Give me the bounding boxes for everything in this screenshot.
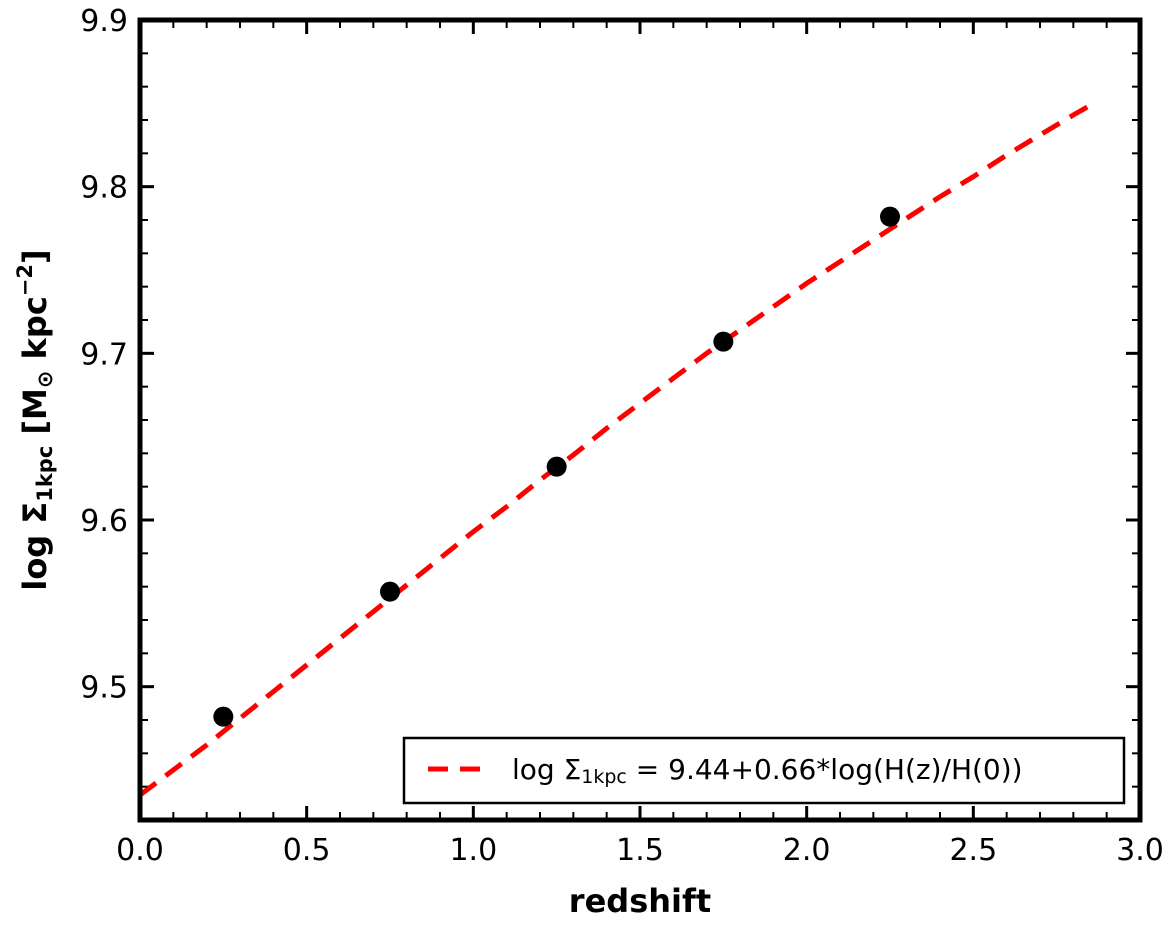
major-ticks [138, 18, 1142, 820]
legend-box [402, 736, 1126, 805]
x-tick-label: 2.0 [783, 833, 831, 868]
data-points [213, 206, 900, 727]
x-tick-label: 3.0 [1116, 833, 1162, 868]
y-tick-label: 9.7 [80, 337, 128, 372]
data-point [213, 706, 234, 727]
y-tick-label: 9.5 [80, 671, 128, 706]
y-tick-labels: 9.5 9.6 9.7 9.8 9.9 [80, 4, 128, 706]
y-tick-label: 9.8 [80, 171, 128, 206]
minor-ticks [140, 20, 1140, 821]
legend: log Σ1kpc = 9.44+0.66*log(H(z)/H(0)) [402, 736, 1126, 805]
fit-line [138, 99, 1098, 797]
data-point [713, 331, 734, 352]
x-tick-label: 0.5 [283, 833, 331, 868]
x-tick-label: 1.0 [449, 833, 497, 868]
x-tick-label: 0.0 [116, 833, 164, 868]
data-point [546, 456, 567, 477]
x-axis-label: redshift [569, 882, 711, 920]
x-tick-label: 2.5 [949, 833, 997, 868]
y-axis-label: log Σ1kpc [M⊙ kpc−2] [13, 249, 57, 590]
data-point [380, 581, 400, 602]
y-tick-label: 9.6 [80, 504, 128, 539]
plot-frame [137, 17, 1143, 823]
legend-label: log Σ1kpc = 9.44+0.66*log(H(z)/H(0)) [512, 753, 1023, 788]
y-tick-label: 9.9 [80, 4, 128, 39]
data-point [880, 206, 900, 227]
x-tick-labels: 0.0 0.5 1.0 1.5 2.0 2.5 3.0 [116, 833, 1162, 868]
x-tick-label: 1.5 [616, 833, 664, 868]
